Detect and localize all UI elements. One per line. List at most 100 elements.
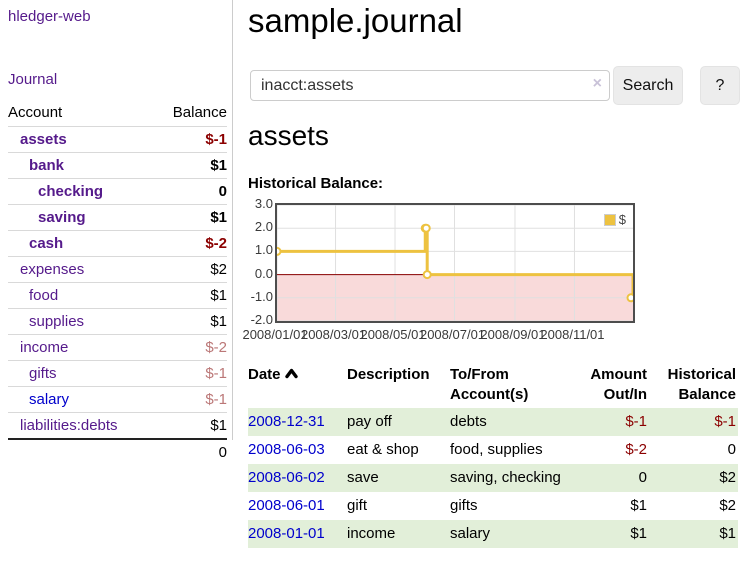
account-row-income: income $-2 <box>8 334 227 361</box>
account-balance: $-1 <box>154 386 227 413</box>
x-tick-label: 2008/07/01 <box>419 327 486 342</box>
chart-x-axis-labels: 2008/01/01 2008/03/01 2008/05/01 2008/07/01… <box>242 327 635 343</box>
account-balance: 0 <box>154 178 227 205</box>
transaction-date-link[interactable]: 2008-06-02 <box>248 469 325 486</box>
account-link-checking[interactable]: checking <box>38 183 104 200</box>
account-link-income[interactable]: income <box>20 339 69 356</box>
x-tick-label: 2008/01/01 <box>242 327 308 342</box>
transaction-balance: $2 <box>719 469 736 486</box>
register-col-tofrom: To/From Account(s) <box>450 366 529 403</box>
account-link-supplies[interactable]: supplies <box>29 313 85 330</box>
account-balance: $1 <box>154 308 227 335</box>
register-row: 2008-06-01 gift gifts $1 $2 <box>248 492 738 520</box>
register-table: Date Description To/From Account(s) Amou… <box>248 362 738 548</box>
help-button[interactable]: ? <box>700 66 740 105</box>
account-balance: $-1 <box>154 360 227 387</box>
accounts-col-balance: Balance <box>172 104 227 121</box>
search-input[interactable] <box>250 70 610 101</box>
account-row-liabilities-debts: liabilities:debts $1 <box>8 412 227 439</box>
legend-label: $ <box>618 212 626 227</box>
register-row: 2008-06-02 save saving, checking 0 $2 <box>248 464 738 492</box>
transaction-description: eat & shop <box>347 441 419 458</box>
account-link-expenses[interactable]: expenses <box>20 261 85 278</box>
clear-search-icon[interactable]: × <box>592 75 602 92</box>
accounts-header-row: Account Balance <box>8 100 227 127</box>
x-tick-label: 2008/03/01 <box>300 327 367 342</box>
y-tick-label: 2.0 <box>254 219 273 235</box>
transaction-balance: $1 <box>719 525 736 542</box>
account-balance: $1 <box>154 204 227 231</box>
account-link-saving[interactable]: saving <box>38 209 86 226</box>
account-link-bank[interactable]: bank <box>29 157 65 174</box>
account-link-assets[interactable]: assets <box>20 131 67 148</box>
account-row-expenses: expenses $2 <box>8 256 227 283</box>
transaction-amount: $1 <box>630 497 647 514</box>
account-link-gifts[interactable]: gifts <box>29 365 57 382</box>
transaction-balance: 0 <box>727 441 736 458</box>
transaction-amount: $1 <box>630 525 647 542</box>
transaction-accounts: food, supplies <box>450 441 543 458</box>
y-tick-label: 1.0 <box>254 242 273 258</box>
transaction-accounts: saving, checking <box>450 469 561 486</box>
account-balance: $2 <box>154 256 227 283</box>
account-link-cash[interactable]: cash <box>29 235 64 252</box>
x-tick-label: 2008/11/01 <box>540 327 605 342</box>
account-balance: $1 <box>154 152 227 179</box>
search-form: × Search ? <box>248 66 742 106</box>
transaction-description: save <box>347 469 379 486</box>
account-balance: $1 <box>154 282 227 309</box>
sidebar: hledger-web Journal Account Balance asse… <box>0 0 233 465</box>
register-header-row: Date Description To/From Account(s) Amou… <box>248 362 738 408</box>
account-heading: assets <box>248 120 329 151</box>
chart-plot-area: $ <box>275 203 635 323</box>
brand-link[interactable]: hledger-web <box>8 8 91 25</box>
search-button[interactable]: Search <box>613 66 683 105</box>
historical-balance-label: Historical Balance: <box>248 175 384 192</box>
account-balance: $1 <box>154 412 227 439</box>
chart-legend: $ <box>603 212 626 227</box>
accounts-total-value: 0 <box>154 438 227 465</box>
account-row-saving: saving $1 <box>8 204 227 231</box>
account-link-liabilities-debts[interactable]: liabilities:debts <box>20 417 118 434</box>
transaction-description: gift <box>347 497 368 514</box>
x-tick-label: 2008/09/01 <box>480 327 546 342</box>
main-content: sample.journal × Search ? assets Histori… <box>242 0 742 548</box>
account-row-gifts: gifts $-1 <box>8 360 227 387</box>
account-row-bank: bank $1 <box>8 152 227 179</box>
y-tick-label: -1.0 <box>250 288 273 304</box>
account-row-supplies: supplies $1 <box>8 308 227 335</box>
transaction-date-link[interactable]: 2008-06-03 <box>248 441 325 458</box>
register-col-amount: Amount Out/In <box>590 366 647 403</box>
account-row-checking: checking 0 <box>8 178 227 205</box>
register-col-balance: Historical Balance <box>667 366 736 403</box>
account-link-food[interactable]: food <box>29 287 59 304</box>
search-box: × <box>250 70 610 101</box>
register-row: 2008-01-01 income salary $1 $1 <box>248 520 738 548</box>
register-col-date[interactable]: Date <box>248 362 347 408</box>
register-row: 2008-12-31 pay off debts $-1 $-1 <box>248 408 738 436</box>
transaction-balance: $-1 <box>714 413 736 430</box>
transaction-date-link[interactable]: 2008-01-01 <box>248 525 325 542</box>
account-balance: $-2 <box>154 230 227 257</box>
y-tick-label: 0.0 <box>254 265 273 281</box>
x-tick-label: 2008/05/01 <box>360 327 426 342</box>
transaction-amount: $-1 <box>625 413 647 430</box>
transaction-amount: 0 <box>638 469 647 486</box>
balance-chart-svg <box>277 205 633 321</box>
transaction-balance: $2 <box>719 497 736 514</box>
nav-journal-link[interactable]: Journal <box>8 71 58 88</box>
account-balance: $-1 <box>154 126 227 153</box>
transaction-accounts: salary <box>450 525 491 542</box>
account-row-food: food $1 <box>8 282 227 309</box>
y-tick-label: -2.0 <box>250 312 273 327</box>
transaction-date-link[interactable]: 2008-06-01 <box>248 497 325 514</box>
account-row-cash: cash $-2 <box>8 230 227 257</box>
y-tick-label: 3.0 <box>254 196 273 211</box>
account-link-salary[interactable]: salary <box>29 391 70 408</box>
transaction-date-link[interactable]: 2008-12-31 <box>248 413 325 430</box>
register-col-description: Description <box>347 366 430 383</box>
transaction-accounts: gifts <box>450 497 478 514</box>
account-row-assets: assets $-1 <box>8 126 227 153</box>
account-balance: $-2 <box>154 334 227 361</box>
balance-chart: 3.0 2.0 1.0 0.0 -1.0 -2.0 $ 2008/01/01 2008/03… <box>242 196 668 348</box>
